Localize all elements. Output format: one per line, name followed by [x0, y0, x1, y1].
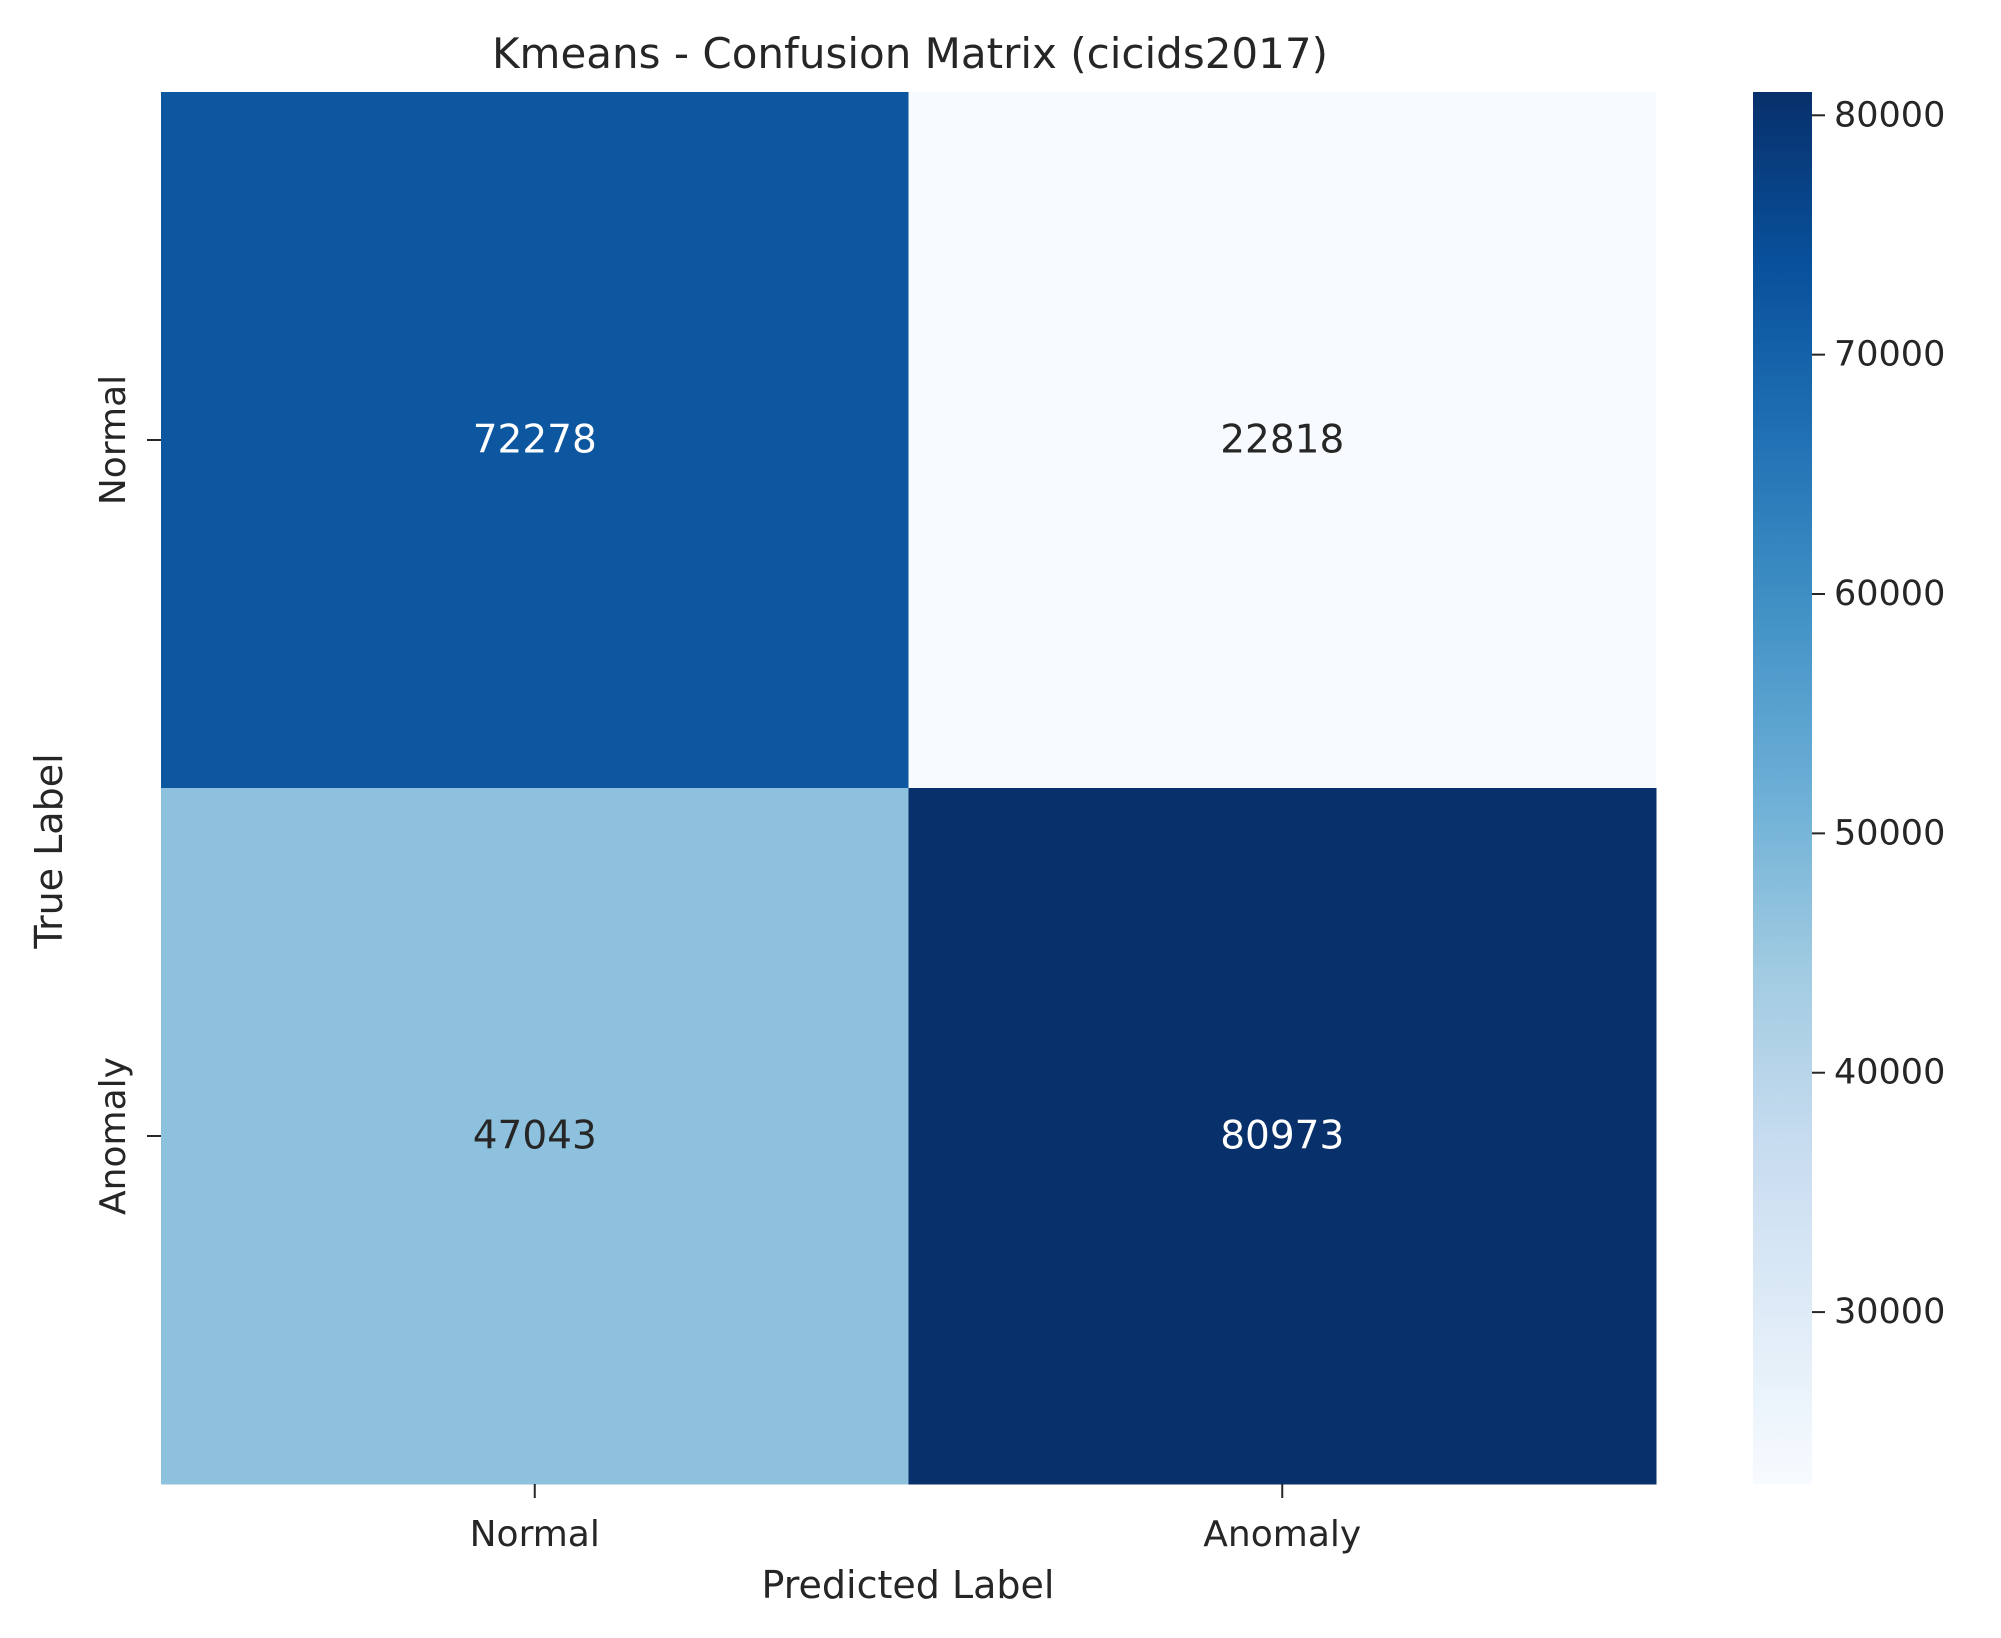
heatmap-cell-labels: 72278 22818 47043 80973	[473, 418, 1345, 1159]
colorbar-tick-label: 40000	[1834, 1053, 1945, 1093]
x-tick-label: Anomaly	[1203, 1514, 1361, 1555]
chart-title: Kmeans - Confusion Matrix (cicids2017)	[492, 29, 1328, 78]
y-tick-label: Normal	[93, 375, 134, 505]
heatmap-cells	[161, 92, 1657, 1485]
y-tick-label: Anomaly	[93, 1057, 134, 1215]
x-axis-ticks: Normal Anomaly	[470, 1484, 1361, 1555]
colorbar-tick-label: 30000	[1834, 1292, 1945, 1332]
y-axis-label: True Label	[27, 753, 71, 949]
colorbar-ticks: 30000 40000 50000 60000 70000 80000	[1812, 95, 1945, 1332]
x-axis-label: Predicted Label	[762, 1563, 1055, 1607]
heatmap-cell-value: 80973	[1220, 1114, 1344, 1159]
colorbar-tick-label: 70000	[1834, 335, 1945, 375]
heatmap-cell-value: 22818	[1220, 418, 1344, 463]
x-tick-label: Normal	[470, 1514, 600, 1555]
heatmap-cell	[908, 788, 1657, 1485]
colorbar	[1753, 92, 1812, 1484]
y-axis-ticks: Normal Anomaly	[93, 375, 161, 1215]
heatmap-cell	[161, 92, 909, 789]
heatmap-cell-value: 72278	[473, 418, 597, 463]
heatmap-cell	[908, 92, 1657, 789]
heatmap-cell	[161, 788, 909, 1485]
colorbar-tick-label: 60000	[1834, 574, 1945, 614]
colorbar-tick-label: 80000	[1834, 95, 1945, 135]
heatmap-cell-value: 47043	[473, 1114, 597, 1159]
colorbar-tick-label: 50000	[1834, 813, 1945, 853]
